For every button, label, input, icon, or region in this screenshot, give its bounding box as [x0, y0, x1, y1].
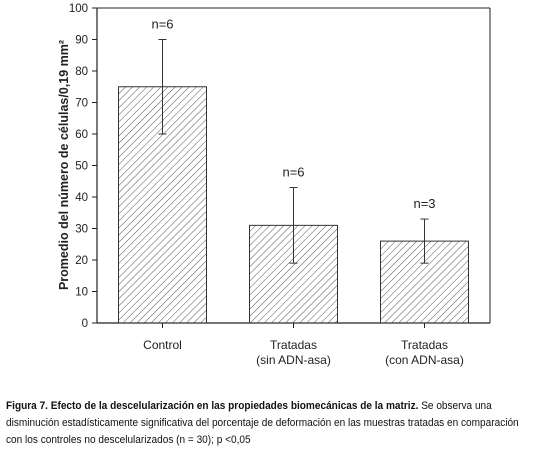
y-tick-label: 90	[75, 35, 88, 47]
figure-caption: Figura 7. Efecto de la descelularización…	[6, 398, 528, 449]
sample-size-label: n=6	[282, 165, 304, 180]
y-tick-label: 70	[75, 98, 88, 110]
y-tick-label: 30	[75, 224, 88, 236]
x-tick-label: Tratadas	[270, 338, 317, 352]
y-tick-label: 0	[82, 318, 88, 330]
x-tick-label: (sin ADN-asa)	[256, 353, 331, 367]
y-tick-label: 20	[75, 255, 88, 267]
y-tick-label: 100	[69, 3, 88, 15]
sample-size-label: n=6	[151, 17, 173, 32]
bar-chart: 0 10 20 30 40 50 60 70 80 90 100 n=6 Control n=6 Trata…	[57, 3, 491, 367]
y-tick-label: 80	[75, 66, 88, 78]
y-tick-label: 40	[75, 192, 88, 204]
x-tick-label: Control	[143, 338, 182, 352]
caption-body: Se observa una disminución estadísticame…	[6, 400, 519, 446]
y-tick-label: 10	[75, 287, 88, 299]
y-tick-label: 60	[75, 129, 88, 141]
y-axis-label: Promedio del número de células/0,19 mm²	[57, 40, 71, 290]
y-tick-label: 50	[75, 161, 88, 173]
sample-size-label: n=3	[413, 196, 435, 211]
x-tick-label: Tratadas	[401, 338, 448, 352]
caption-lead: Figura 7. Efecto de la descelularización…	[6, 400, 419, 412]
x-tick-label: (con ADN-asa)	[385, 353, 464, 367]
plot-area: 0 10 20 30 40 50 60 70 80 90 100 n=6 Control n=6 Trata…	[69, 3, 491, 367]
